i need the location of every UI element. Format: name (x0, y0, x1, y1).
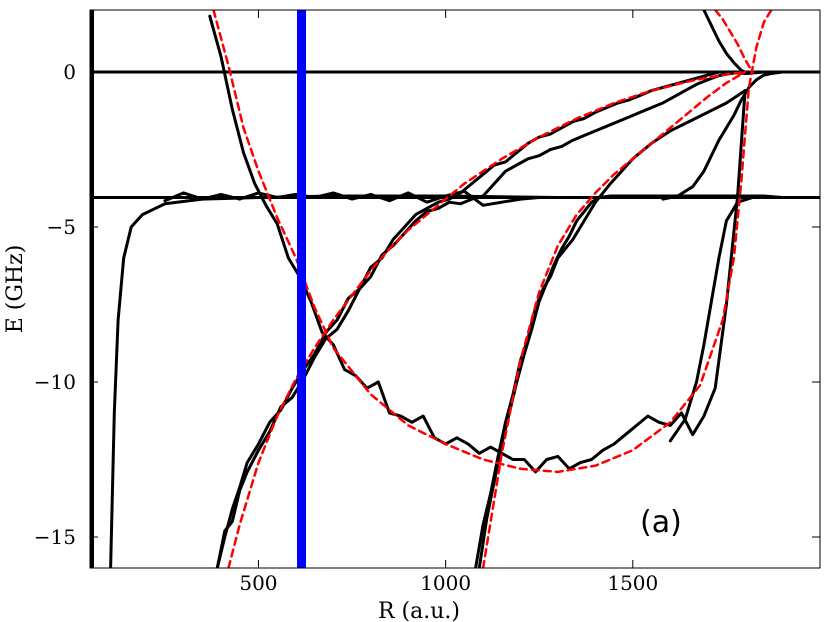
series-line-3 (163, 189, 560, 207)
x-tick-label-1: 1000 (420, 571, 471, 595)
tick-layer: 500 1000 1500 0 −5 −10 −15 (34, 10, 820, 595)
x-tick-label-2: 1500 (607, 571, 658, 595)
series-line-8 (227, 70, 747, 568)
series-line-14 (702, 10, 751, 75)
y-tick-label-2: −10 (34, 370, 76, 394)
annotation-label: (a) (640, 505, 682, 540)
x-axis-label: R (a.u.) (378, 599, 460, 622)
plot-area (90, 10, 820, 568)
x-tick-label-0: 500 (239, 571, 277, 595)
series-line-5 (212, 10, 773, 474)
series-line-11 (481, 70, 747, 568)
series-line-15 (713, 10, 754, 74)
y-tick-label-1: −5 (47, 215, 76, 239)
y-tick-label-0: 0 (63, 60, 76, 84)
y-tick-label-3: −15 (34, 525, 76, 549)
series-line-12 (661, 70, 820, 201)
series-line-13 (668, 196, 820, 443)
series-line-7 (215, 70, 747, 568)
y-axis-label: E (GHz) (3, 245, 28, 334)
